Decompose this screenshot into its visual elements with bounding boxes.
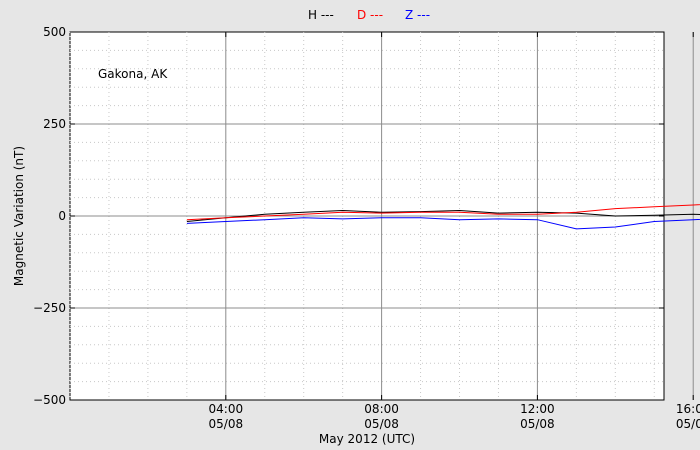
legend: H --- D --- Z --- (308, 8, 430, 22)
x-axis-label: May 2012 (UTC) (319, 432, 415, 446)
x-axis: 04:0005/0808:0005/0812:0005/0816:0005/08… (209, 32, 700, 431)
x-tick-label-time: 12:00 (520, 402, 555, 416)
series-line-z (186, 217, 700, 230)
legend-item-h: H --- (308, 8, 334, 22)
legend-item-d: D --- (357, 8, 383, 22)
x-tick-label-time: 08:00 (364, 402, 399, 416)
y-tick-label: −250 (33, 301, 66, 315)
y-axis-label: Magnetic Variation (nT) (12, 146, 26, 286)
x-tick-label-time: 16:00 (676, 402, 700, 416)
grid-lines (69, 32, 694, 400)
y-tick-label: 500 (43, 25, 66, 39)
y-axis: 500 250 0 −250 −500 (33, 25, 664, 407)
series-lines (186, 204, 700, 230)
station-annotation: Gakona, AK (98, 67, 168, 81)
x-tick-label-date: 05/08 (520, 417, 555, 431)
x-tick-label-date: 05/08 (676, 417, 700, 431)
x-tick-label-date: 05/08 (209, 417, 244, 431)
x-tick-label-date: 05/08 (364, 417, 399, 431)
y-tick-label: 250 (43, 117, 66, 131)
x-tick-label-time: 04:00 (209, 402, 244, 416)
series-line-d (186, 204, 700, 221)
y-tick-label: −500 (33, 393, 66, 407)
legend-item-z: Z --- (405, 8, 430, 22)
y-tick-label: 0 (58, 209, 66, 223)
